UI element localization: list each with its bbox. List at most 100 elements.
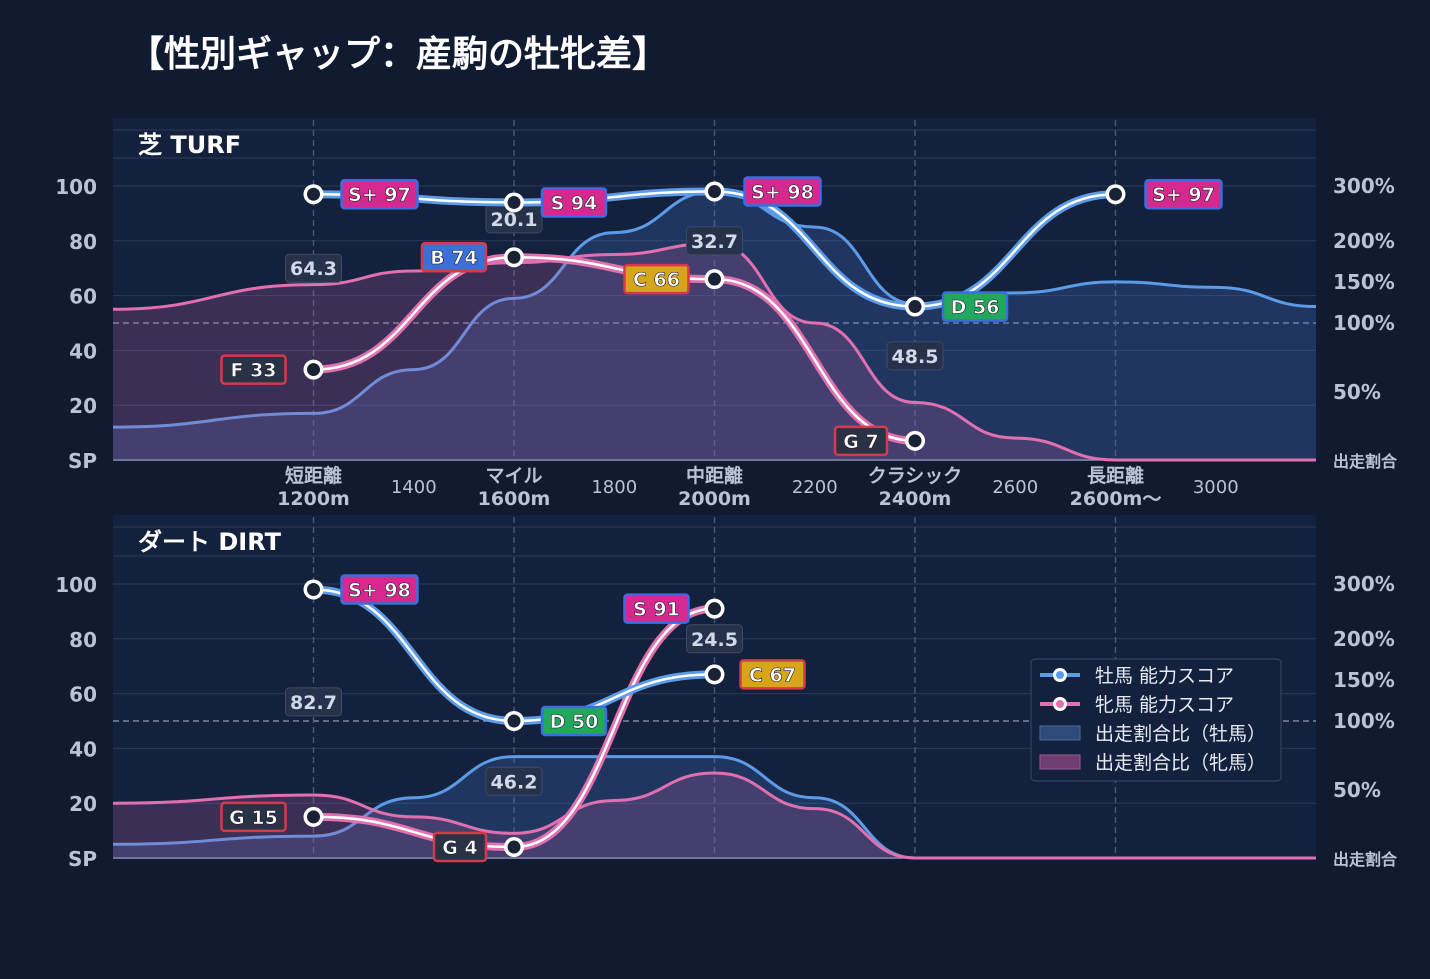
legend-label: 出走割合比（牝馬） [1095, 752, 1266, 774]
grade-label: F 33 [230, 360, 276, 382]
grade-label-box [220, 801, 287, 833]
legend-label: 牡馬 能力スコア [1095, 665, 1234, 687]
y2-tick-label: 200% [1333, 229, 1395, 253]
x-category-label: 1200m [277, 488, 350, 510]
x-category-label: 2400m [879, 488, 952, 510]
panel-label: 芝 TURF [138, 131, 241, 159]
x-category-label: 2000m [678, 488, 751, 510]
y-tick-label: 60 [69, 285, 97, 309]
grade-label-box [420, 241, 488, 273]
data-point-core [708, 667, 721, 681]
legend-label: 出走割合比（牡馬） [1095, 723, 1266, 745]
data-point-core [307, 187, 320, 201]
data-point-core [708, 272, 721, 286]
series-line-inner [313, 607, 715, 849]
gap-label-box [485, 766, 543, 796]
grade-label-box [340, 574, 419, 605]
y-tick-label: SP [68, 449, 97, 473]
data-point-core [708, 184, 721, 198]
y-tick-label: 100 [55, 573, 97, 597]
gap-label-box [285, 253, 342, 283]
area_female-line [112, 242, 1316, 462]
grade-label-box [220, 354, 287, 385]
y-tick-label: 20 [69, 792, 97, 816]
gap-label-box [686, 226, 743, 256]
area_male-fill [113, 191, 1316, 461]
data-point-core [507, 714, 521, 728]
grade-label-box [941, 291, 1009, 322]
legend-area-swatch [1039, 725, 1081, 741]
data-point-core [908, 300, 922, 314]
data-point-core [307, 810, 320, 824]
grade-label-box [623, 263, 690, 295]
gap-label-box [886, 341, 944, 371]
grade-label: S+ 98 [348, 579, 411, 601]
grade-label-box [540, 187, 608, 218]
grade-label-box [833, 425, 889, 457]
data-point-core [507, 840, 521, 854]
x-minor-tick-label: 2600 [992, 477, 1038, 498]
x-category-label: 2600m〜 [1070, 488, 1162, 510]
panel-0: 芝 TURF SP 20 40 60 80 100 出走割合 50% 100% 150% 200% 30… [55, 118, 1398, 510]
legend-marker-core [1056, 700, 1064, 708]
data-point-core [307, 582, 320, 596]
gap-label: 32.7 [691, 231, 738, 253]
grade-label-box [743, 176, 822, 207]
legend-marker-core [1056, 671, 1064, 679]
data-point-core [507, 250, 521, 264]
grade-label: C 66 [633, 269, 680, 291]
y2-tick-label: 150% [1333, 668, 1395, 692]
grade-label: S+ 97 [1152, 184, 1215, 206]
y2-tick-label: 100% [1333, 709, 1395, 733]
x-category-label: クラシック [868, 465, 963, 487]
grade-label: B 74 [430, 247, 478, 269]
grade-label-box [540, 705, 608, 737]
y2-tick-label: 出走割合 [1333, 850, 1398, 869]
y2-tick-label: 50% [1333, 778, 1381, 802]
y-tick-label: 100 [55, 175, 97, 199]
grade-label: G 7 [843, 431, 878, 453]
y2-tick-label: 150% [1333, 270, 1395, 294]
y-tick-label: SP [68, 847, 97, 871]
y2-tick-label: 100% [1333, 311, 1395, 335]
x-category-label: 短距離 [285, 464, 342, 487]
grade-label: D 56 [951, 297, 1000, 319]
grade-label: S 94 [551, 192, 598, 214]
x-minor-tick-label: 2200 [792, 477, 838, 498]
grade-label: D 50 [550, 711, 599, 733]
grade-label: G 4 [442, 837, 477, 859]
area_female-fill [113, 773, 1316, 858]
gap-label: 46.2 [491, 771, 538, 793]
x-minor-tick-label: 1400 [391, 477, 437, 498]
grade-label: S 91 [633, 599, 680, 621]
y2-tick-label: 300% [1333, 572, 1395, 596]
data-point-core [708, 602, 721, 616]
grade-label: S+ 97 [348, 184, 411, 206]
y-tick-label: 20 [69, 394, 97, 418]
x-category-label: 長距離 [1087, 464, 1144, 487]
grade-label-box [623, 593, 690, 624]
x-minor-tick-label: 1800 [591, 477, 637, 498]
gap-label: 82.7 [290, 692, 337, 714]
grade-label: G 15 [229, 807, 278, 829]
y2-tick-label: 200% [1333, 627, 1395, 651]
gap-label-box [285, 687, 342, 717]
grade-label-box [432, 831, 488, 863]
gap-label: 20.1 [491, 209, 538, 231]
legend-box [1030, 658, 1282, 782]
area_female-fill [113, 243, 1316, 460]
y-tick-label: 80 [69, 628, 97, 652]
panel-1: ダート DIRT SP 20 40 60 80 100 出走割合 50% 100% 150% 200%… [55, 515, 1398, 871]
chart-title: 【性別ギャップ：産駒の牡牝差】 [128, 34, 668, 75]
x-category-label: マイル [485, 465, 542, 487]
y-tick-label: 40 [69, 737, 97, 761]
y-tick-label: 80 [69, 230, 97, 254]
grade-label: S+ 98 [751, 181, 814, 203]
y2-tick-label: 50% [1333, 380, 1381, 404]
grade-label: C 67 [749, 664, 796, 686]
gap-label-box [686, 624, 743, 654]
y-tick-label: 40 [69, 339, 97, 363]
